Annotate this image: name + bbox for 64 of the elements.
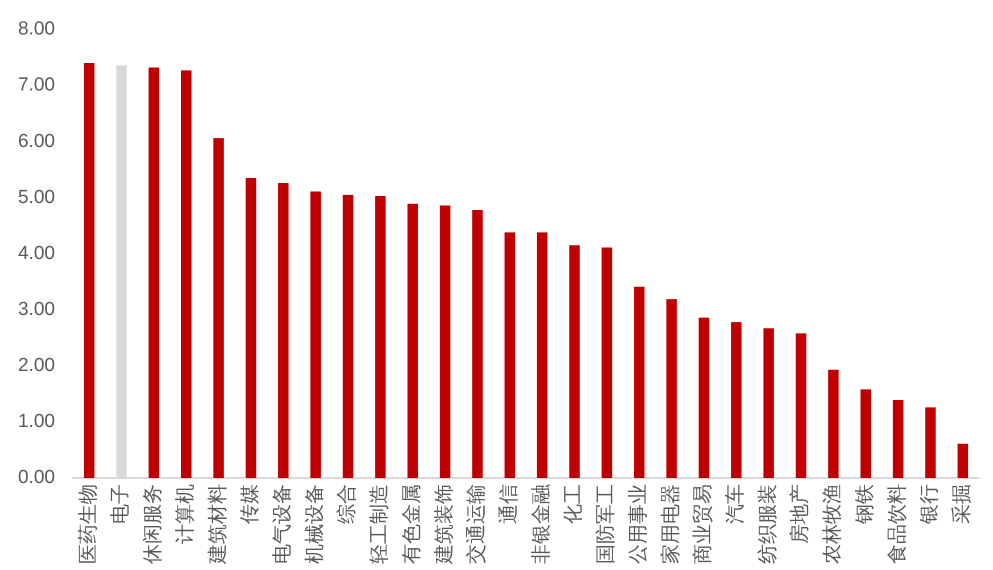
bar	[602, 248, 612, 478]
y-tick-label: 2.00	[18, 355, 55, 376]
x-tick-label: 有色金属	[398, 484, 423, 564]
bar	[958, 444, 968, 478]
x-tick-label: 银行	[916, 484, 941, 525]
x-tick-label: 电气设备	[270, 484, 294, 564]
bar	[536, 232, 548, 478]
y-tick-label: 1.00	[18, 411, 55, 432]
bar	[440, 205, 450, 478]
bar	[634, 286, 644, 478]
x-tick-label: 建筑装饰	[431, 484, 456, 565]
y-tick-label: 8.00	[18, 18, 55, 40]
x-tick-label: 传媒	[237, 484, 262, 524]
bar	[310, 191, 321, 478]
x-tick-label: 纺织服装	[754, 484, 779, 564]
x-tick-label: 建筑材料	[204, 484, 229, 565]
bar	[666, 299, 677, 478]
x-tick-label: 医药生物	[75, 484, 100, 564]
y-tick-label: 5.00	[18, 186, 55, 208]
x-tick-label: 采掘	[949, 484, 974, 524]
y-tick-label: 4.00	[18, 242, 55, 264]
x-tick-label: 家用电器	[658, 484, 682, 564]
x-tick-label: 农林牧渔	[820, 484, 844, 564]
x-tick-label: 化工	[560, 484, 585, 524]
bar	[504, 232, 516, 478]
bar	[828, 370, 839, 478]
bar	[472, 210, 483, 478]
x-tick-label: 休闲服务	[140, 484, 164, 564]
x-tick-label: 商业贸易	[690, 484, 714, 564]
bar	[213, 138, 224, 478]
bar	[148, 68, 160, 478]
bar	[84, 63, 94, 478]
bar	[796, 333, 806, 478]
bar	[731, 322, 742, 478]
x-tick-label: 食品饮料	[884, 484, 908, 564]
bar	[925, 407, 936, 478]
x-tick-label: 公用事业	[625, 484, 650, 564]
bar	[342, 194, 354, 478]
x-tick-label: 钢铁	[852, 484, 876, 525]
x-tick-label: 电子	[108, 484, 132, 524]
x-tick-label: 非银金融	[528, 484, 552, 564]
x-tick-label: 国防军工	[593, 484, 618, 564]
bar	[763, 328, 774, 478]
bar	[180, 70, 192, 478]
x-tick-label: 计算机	[172, 484, 196, 544]
x-tick-label: 轻工制造	[366, 484, 391, 564]
x-tick-label: 交通运输	[464, 484, 488, 564]
x-tick-label: 房地产	[787, 484, 812, 544]
bar	[407, 204, 418, 478]
y-tick-label: 3.00	[18, 299, 55, 320]
bar	[375, 196, 386, 478]
bar	[892, 400, 904, 478]
x-tick-label: 汽车	[722, 484, 747, 524]
bar	[278, 183, 289, 478]
x-tick-label: 综合	[334, 484, 358, 524]
x-tick-label: 通信	[496, 484, 520, 524]
x-tick-label: 机械设备	[302, 484, 326, 564]
bar	[860, 389, 872, 478]
y-tick-label: 6.00	[18, 130, 55, 152]
bar	[698, 318, 710, 478]
bar	[569, 245, 580, 478]
bar	[246, 178, 256, 478]
y-tick-label: 7.00	[18, 74, 55, 96]
y-tick-label: 0.00	[18, 467, 55, 488]
